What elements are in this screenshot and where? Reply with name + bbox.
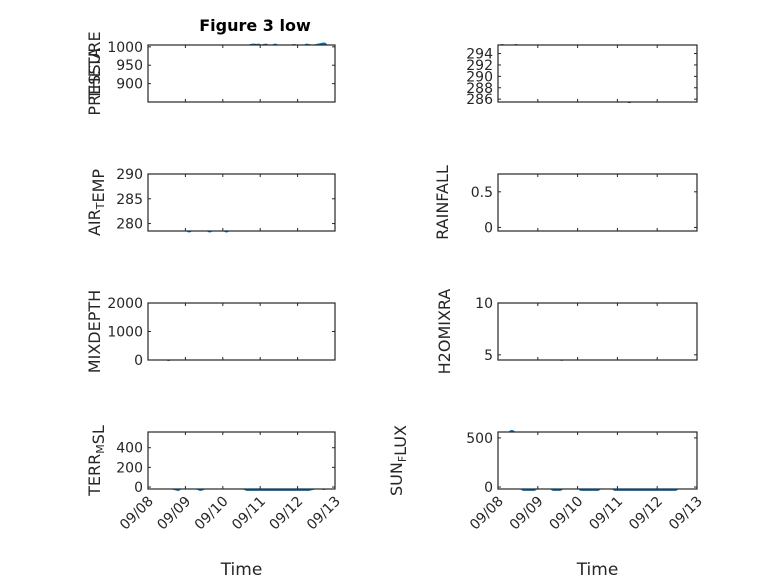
y-axis-label: PRESSURE: [85, 31, 104, 115]
y-tick-label: 0: [134, 353, 143, 369]
y-tick-label: 285: [116, 192, 143, 208]
y-tick-label: 0: [484, 480, 493, 496]
y-axis-label: SUNFLUX: [387, 425, 410, 496]
y-tick-label: 280: [116, 217, 143, 233]
y-tick-label: 10: [475, 296, 493, 312]
axes-box: [497, 44, 698, 103]
y-tick-label: 1000: [107, 325, 143, 341]
y-tick-label: 0.5: [471, 185, 493, 201]
y-tick-label: 500: [466, 431, 493, 447]
y-axis-label: TERRMSL: [85, 425, 108, 497]
y-tick-label: 290: [116, 167, 143, 183]
y-tick-label: 0: [134, 480, 143, 496]
y-axis-label: AIRTEMP: [85, 169, 108, 236]
y-tick-label: 288: [466, 81, 493, 97]
y-tick-label: 292: [466, 58, 493, 74]
y-axis-label: RAINFALL: [433, 165, 452, 240]
axes-box: [147, 173, 336, 232]
axes-box: [497, 302, 698, 361]
axes-box: [147, 44, 336, 103]
x-axis-label: Time: [576, 560, 619, 580]
x-axis-label: Time: [220, 560, 263, 580]
axes-box: [147, 431, 336, 490]
y-axis-label: H2OMIXRA: [435, 289, 454, 375]
y-tick-label: 900: [116, 77, 143, 93]
y-tick-label: 294: [466, 47, 493, 63]
figure-title: Figure 3 low: [199, 16, 311, 35]
y-tick-label: 1000: [107, 40, 143, 56]
y-tick-label: 2000: [107, 296, 143, 312]
y-tick-label: 950: [116, 58, 143, 74]
y-tick-label: 400: [116, 441, 143, 457]
y-tick-label: 286: [466, 92, 493, 108]
y-axis-label: THETA: [85, 48, 104, 100]
subplot-air_temp: 280 285 290 AIRTEMP: [85, 167, 336, 236]
y-tick-label: 290: [466, 69, 493, 85]
y-axis-label: MIXDEPTH: [85, 290, 104, 373]
axes-box: [497, 173, 698, 232]
y-tick-label: 200: [116, 460, 143, 476]
axes-box: [147, 302, 336, 361]
subplot-h2omixra: 5 10 H2OMIXRA: [435, 289, 698, 375]
axes-box: [497, 431, 698, 490]
subplot-rainfall: 0 0.5 RAINFALL: [433, 165, 698, 240]
y-tick-label: 5: [484, 348, 493, 364]
y-tick-label: 0: [484, 220, 493, 236]
